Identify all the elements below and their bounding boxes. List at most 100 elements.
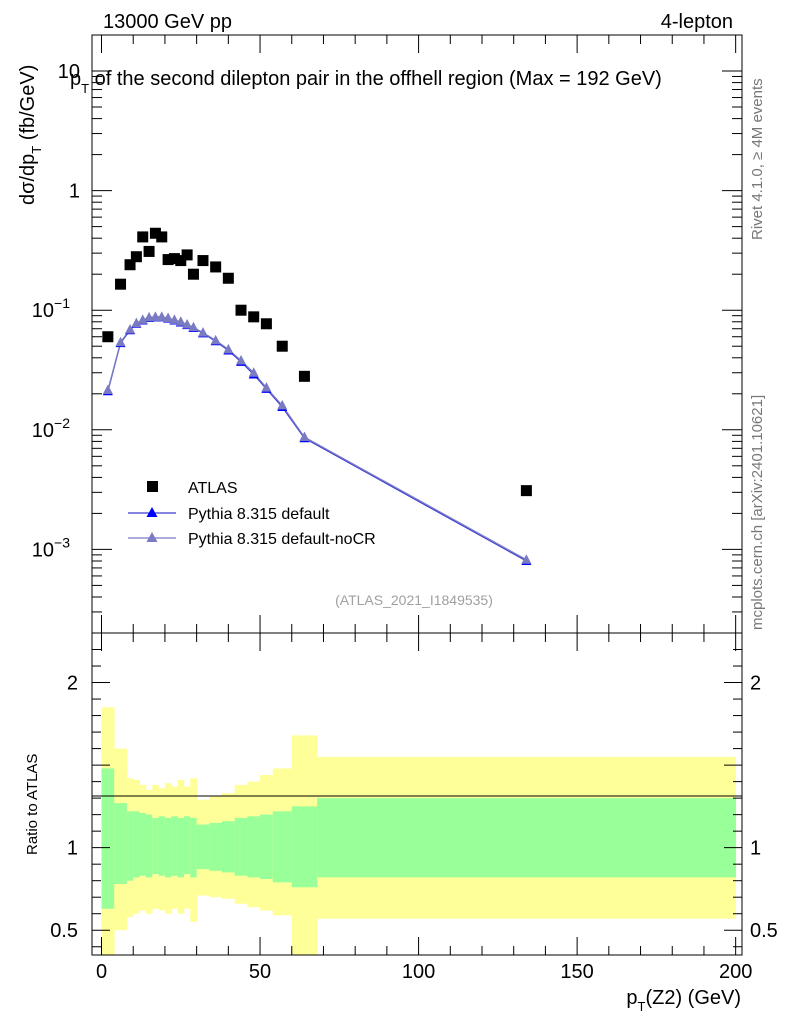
legend-atlas-label: ATLAS xyxy=(188,480,238,497)
header-right: 4-lepton xyxy=(661,11,733,33)
data-point-atlas xyxy=(130,251,142,263)
main-points xyxy=(102,227,532,565)
ratio-band-inner xyxy=(190,817,198,878)
marker-nocr xyxy=(188,321,199,332)
data-point-atlas xyxy=(187,268,199,280)
data-point-atlas xyxy=(124,259,136,271)
ratio-y-tick-label: 0.5 xyxy=(50,920,78,942)
plot-title-p: p xyxy=(70,68,81,90)
ratio-y-axis-label: Ratio to ATLAS xyxy=(24,754,41,855)
marker-nocr xyxy=(248,367,259,377)
ratio-bands xyxy=(101,707,737,955)
marker-nocr xyxy=(236,354,247,365)
ratio-y-tick-label-right: 0.5 xyxy=(750,920,778,942)
marker-nocr xyxy=(137,314,148,324)
ratio-y-tick-label: 1 xyxy=(67,838,78,860)
ratio-band-inner xyxy=(126,811,134,881)
rivet-label: Rivet 4.1.0, ≥ 4M events xyxy=(749,78,766,240)
data-point-atlas xyxy=(276,340,288,352)
ratio-band-inner xyxy=(171,816,179,876)
ratio-axes: 0 50 100 150 200 0.5 0.5 1 1 2 2 xyxy=(50,632,778,983)
main-y-axis-label-unit: (fb/GeV) xyxy=(17,65,39,146)
series-line-nocr xyxy=(107,316,527,561)
marker-nocr xyxy=(169,314,180,324)
data-point-atlas xyxy=(210,261,222,273)
marker-nocr xyxy=(210,334,221,345)
ratio-band-inner xyxy=(152,817,159,875)
ratio-band-inner xyxy=(196,824,210,870)
ratio-band-inner xyxy=(272,811,293,883)
ratio-band-inner xyxy=(260,814,274,880)
ratio-band-inner xyxy=(183,816,191,875)
y-tick-label: 1 xyxy=(69,181,80,203)
data-point-atlas xyxy=(175,255,187,267)
data-point-atlas xyxy=(181,249,193,261)
ratio-band-inner xyxy=(145,814,153,878)
ratio-band-inner xyxy=(101,768,115,909)
marker-nocr xyxy=(277,399,288,410)
ratio-band-inner xyxy=(114,803,128,884)
data-point-atlas xyxy=(168,253,180,265)
marker-nocr xyxy=(175,316,186,326)
ratio-band-inner xyxy=(164,817,172,878)
marker-nocr xyxy=(163,312,174,323)
data-point-atlas xyxy=(162,254,174,266)
main-y-axis-label-main: dσ/dp xyxy=(17,154,39,205)
data-point-atlas xyxy=(143,245,155,257)
y-tick-label: 10−3 xyxy=(32,534,70,561)
x-tick-label: 150 xyxy=(560,961,593,983)
data-point-atlas xyxy=(137,231,149,243)
x-tick-label: 0 xyxy=(96,961,107,983)
y-tick-label: 10 xyxy=(58,61,80,83)
marker-nocr xyxy=(521,554,532,564)
main-curves xyxy=(107,316,527,562)
legend-default-marker xyxy=(146,507,158,517)
ratio-band-inner xyxy=(158,816,166,876)
marker-nocr xyxy=(131,317,142,328)
ratio-band-inner xyxy=(209,822,223,871)
y-tick-label: 10−1 xyxy=(32,295,70,322)
plot-title-rest: of the second dilepton pair in the offhe… xyxy=(89,68,662,90)
x-axis-label-main: p xyxy=(626,987,637,1009)
main-axes: 10 1 10−1 10−2 10−3 xyxy=(32,34,743,634)
marker-nocr xyxy=(299,431,310,442)
data-point-atlas xyxy=(235,304,247,316)
plot-title: pT of the second dilepton pair in the of… xyxy=(70,68,662,96)
x-tick-label: 50 xyxy=(249,961,271,983)
data-point-atlas xyxy=(197,255,209,267)
marker-nocr xyxy=(150,311,161,321)
legend-nocr-marker xyxy=(146,532,158,542)
legend-atlas-marker xyxy=(147,481,158,492)
ratio-band-inner xyxy=(234,817,248,876)
data-point-atlas xyxy=(115,278,127,290)
marker-nocr xyxy=(156,311,167,321)
data-point-atlas xyxy=(222,272,234,284)
ratio-band-inner xyxy=(317,798,737,878)
ratio-band-inner xyxy=(247,816,261,878)
main-y-axis-label-sub: T xyxy=(29,146,44,154)
ratio-band-inner xyxy=(177,817,185,878)
marker-nocr xyxy=(182,318,193,329)
data-point-atlas xyxy=(149,227,161,239)
watermark: (ATLAS_2021_I1849535) xyxy=(335,592,493,608)
legend: ATLAS Pythia 8.315 default Pythia 8.315 … xyxy=(128,480,376,548)
y-tick-label: 10−2 xyxy=(32,415,70,442)
marker-nocr xyxy=(261,382,272,392)
ratio-y-tick-label-right: 2 xyxy=(750,673,761,695)
legend-default-label: Pythia 8.315 default xyxy=(188,506,330,523)
mcplots-label: mcplots.cern.ch [arXiv:2401.10621] xyxy=(749,395,766,630)
ratio-band-inner xyxy=(133,811,140,878)
x-axis-label-sub: T xyxy=(637,999,645,1014)
ratio-frame xyxy=(91,632,743,956)
header-left: 13000 GeV pp xyxy=(103,11,232,33)
x-axis-label-rest: (Z2) (GeV) xyxy=(645,987,741,1009)
data-point-atlas xyxy=(260,318,272,330)
marker-nocr xyxy=(102,384,113,395)
x-tick-label: 200 xyxy=(719,961,752,983)
data-point-atlas xyxy=(298,370,310,382)
ratio-band-inner xyxy=(291,806,318,888)
plot-title-sub: T xyxy=(81,81,89,96)
ratio-band-inner xyxy=(222,821,236,873)
data-point-atlas xyxy=(156,231,168,243)
